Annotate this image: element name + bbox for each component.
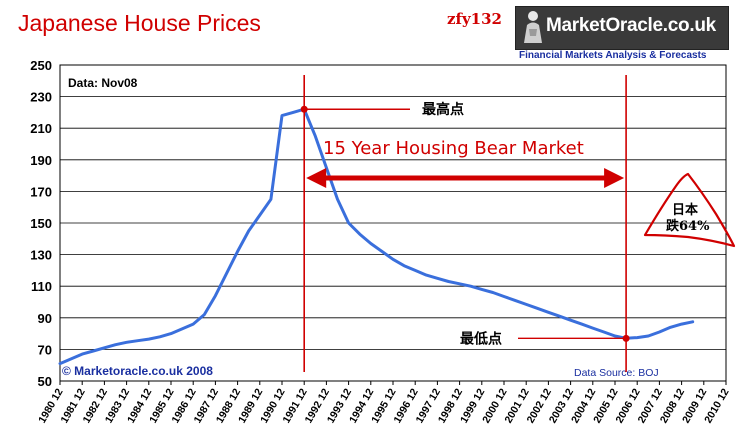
drop-triangle — [643, 172, 736, 248]
range-arrow-right-head — [604, 168, 625, 188]
y-tick-label: 130 — [30, 248, 52, 263]
oracle-figure-icon — [524, 11, 542, 43]
trough-label: 最低点 — [460, 330, 502, 347]
logo-tagline: Financial Markets Analysis & Forecasts — [519, 50, 707, 61]
drop-label-line2: 跌64% — [666, 218, 710, 234]
copyright-note: © Marketoracle.co.uk 2008 — [62, 364, 213, 378]
y-tick-label: 110 — [31, 279, 52, 294]
y-tick-label: 170 — [30, 184, 52, 199]
chart-title: Japanese House Prices — [18, 10, 261, 36]
logo: MarketOracle.co.uk Financial Markets Ana… — [515, 6, 729, 62]
range-arrow-left-head — [306, 168, 327, 188]
y-tick-label: 90 — [38, 311, 52, 326]
watermark-text: zfy132 — [447, 10, 502, 28]
source-note: Data Source: BOJ — [574, 367, 659, 379]
y-tick-label: 210 — [30, 121, 52, 136]
peak-label: 最高点 — [422, 101, 464, 118]
y-tick-label: 190 — [30, 153, 52, 168]
logo-banner: MarketOracle.co.uk — [515, 6, 729, 50]
y-tick-label: 50 — [38, 374, 52, 389]
y-tick-label: 230 — [30, 90, 52, 105]
series-line — [58, 107, 695, 366]
data-note: Data: Nov08 — [68, 76, 138, 90]
y-tick-label: 250 — [30, 58, 52, 73]
y-tick-label: 150 — [30, 216, 52, 231]
logo-name: MarketOracle.co.uk — [546, 15, 716, 36]
y-tick-label: 70 — [38, 342, 52, 357]
range-label: 15 Year Housing Bear Market — [323, 138, 584, 159]
drop-label-line1: 日本 — [672, 202, 698, 218]
